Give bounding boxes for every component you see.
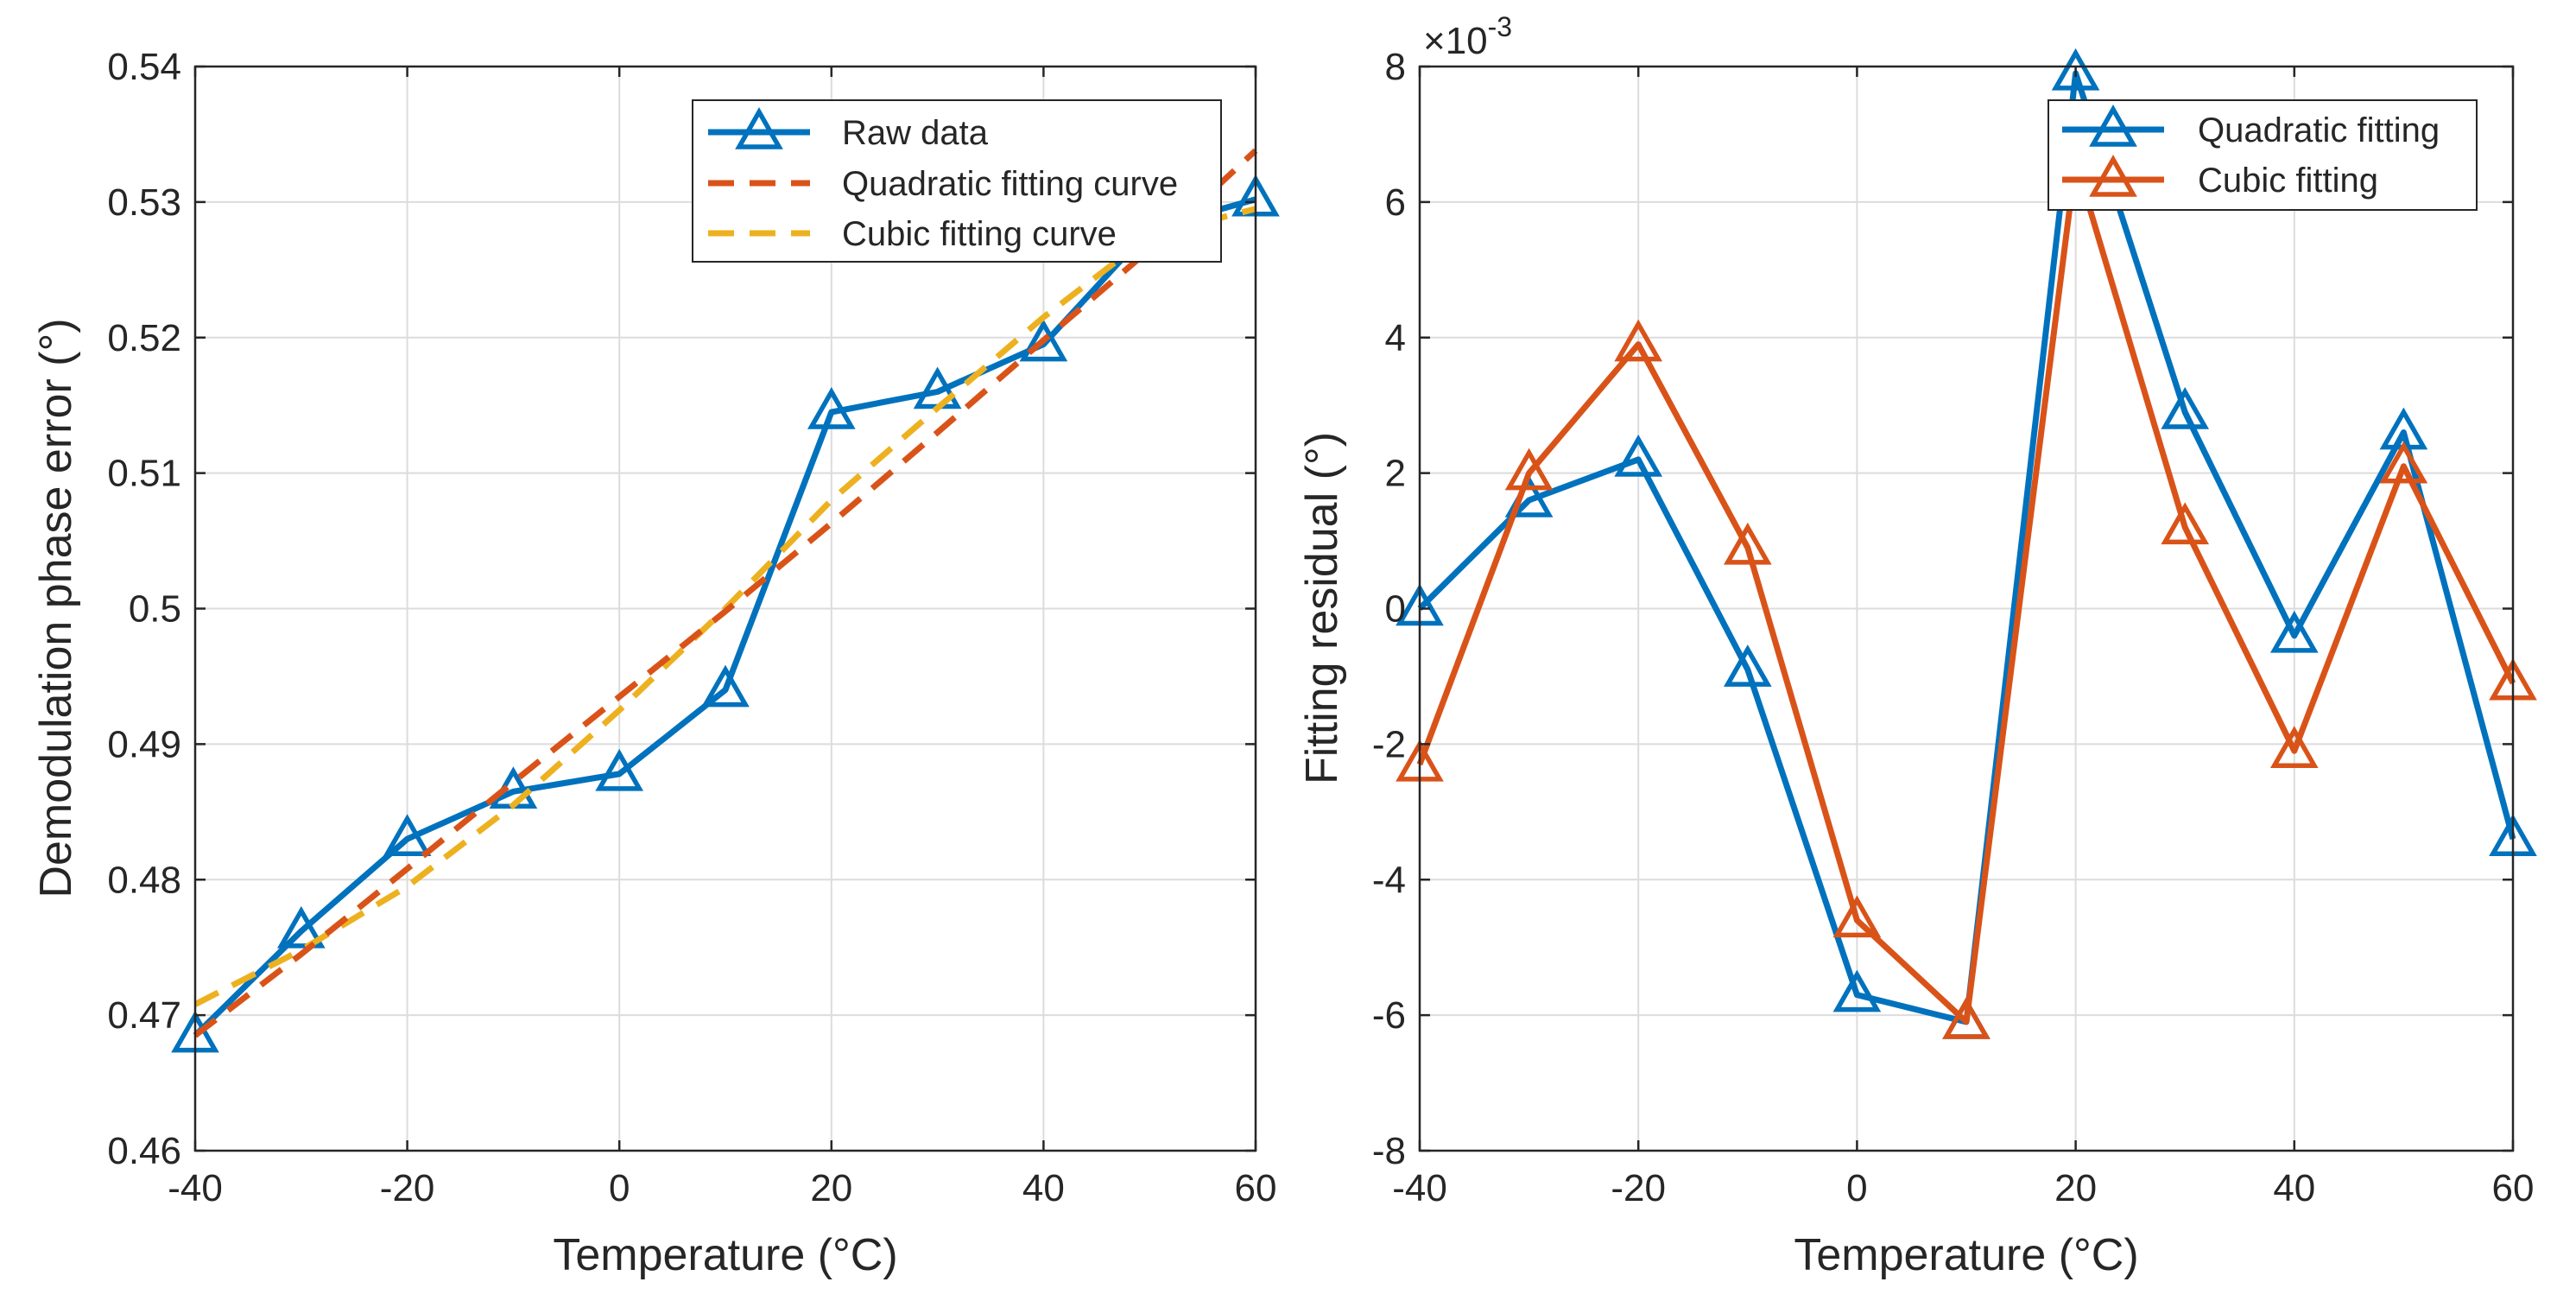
- data-point-raw-data: [807, 387, 856, 429]
- left-x-axis-label: Temperature (°C): [553, 1230, 897, 1280]
- legend-entry-cubic-curve: Cubic fitting curve: [708, 215, 1117, 253]
- right-axes-box: [1418, 65, 2515, 1152]
- right-y-tick-label: 2: [1385, 453, 1406, 495]
- left-y-tick-label: 0.46: [107, 1130, 181, 1172]
- legend-entry-quadratic-curve: Quadratic fitting curve: [708, 165, 1178, 203]
- legend-raw-data-marker: [735, 107, 783, 149]
- left-ticks: -40 -20 0 20 40 60 0.46 0.47 0.48 0.49 0.5 0.51 0.52…: [107, 46, 1276, 1209]
- data-point-raw-data: [276, 905, 326, 949]
- right-y-tick-label: -8: [1372, 1130, 1406, 1172]
- legend-quadratic-curve-label: Quadratic fitting curve: [842, 165, 1178, 203]
- left-chart-panel: -40 -20 0 20 40 60 0.46 0.47 0.48 0.49 0.5 0.51 0.52…: [31, 46, 1280, 1280]
- left-y-tick-label: 0.48: [107, 859, 181, 901]
- right-legend: Quadratic fitting Cubic fitting: [2048, 99, 2478, 211]
- right-x-tick-label: 20: [2054, 1167, 2097, 1209]
- right-x-tick-label: 0: [1846, 1167, 1867, 1209]
- right-x-tick-label: -20: [1611, 1167, 1666, 1209]
- data-point-raw-data: [1019, 319, 1068, 362]
- right-x-tick-label: 60: [2492, 1167, 2535, 1209]
- right-x-tick-label: 40: [2273, 1167, 2315, 1209]
- right-y-axis-label: Fitting residual (°): [1297, 432, 1347, 784]
- data-point-cubic-fitting: [1832, 895, 1882, 938]
- left-y-tick-label: 0.49: [107, 723, 181, 765]
- legend-entry-raw-data: Raw data: [708, 107, 989, 152]
- series-line-cubic-fitting: [1416, 158, 2516, 1025]
- data-point-quadratic-fitting: [1723, 644, 1772, 687]
- left-y-tick-label: 0.47: [107, 994, 181, 1037]
- data-point-quadratic-fitting: [2051, 48, 2100, 91]
- data-point-cubic-fitting: [2379, 441, 2428, 484]
- data-point-cubic-fitting: [1723, 522, 1772, 565]
- right-y-tick-label: -6: [1372, 994, 1406, 1037]
- right-y-multiplier-base: ×10: [1423, 20, 1488, 62]
- data-point-quadratic-fitting: [2161, 387, 2210, 429]
- data-point-cubic-fitting: [1942, 996, 1991, 1039]
- left-x-tick-label: 40: [1022, 1167, 1065, 1209]
- left-x-tick-label: -20: [380, 1167, 435, 1209]
- legend-entry-cubic-fitting: Cubic fitting: [2062, 155, 2378, 200]
- data-point-raw-data: [595, 748, 644, 791]
- right-y-tick-label: 0: [1385, 588, 1406, 631]
- left-y-tick-label: 0.5: [129, 588, 181, 631]
- data-point-raw-data: [701, 664, 750, 708]
- legend-cubic-fitting-label: Cubic fitting: [2198, 162, 2378, 200]
- legend-cubic-fitting-marker: [2089, 155, 2137, 197]
- right-x-tick-label: -40: [1392, 1167, 1447, 1209]
- left-x-tick-label: 20: [810, 1167, 852, 1209]
- data-point-cubic-fitting: [1504, 447, 1554, 491]
- left-x-tick-label: 60: [1235, 1167, 1277, 1209]
- left-series-group: [171, 148, 1280, 1053]
- data-point-cubic-fitting: [1614, 319, 1663, 362]
- left-x-tick-label: -40: [168, 1167, 223, 1209]
- left-y-tick-label: 0.53: [107, 181, 181, 224]
- data-point-quadratic-fitting: [1614, 434, 1663, 477]
- legend-quadratic-fitting-label: Quadratic fitting: [2198, 111, 2440, 149]
- legend-quadratic-fitting-marker: [2089, 105, 2137, 147]
- right-y-multiplier: ×10-3: [1423, 11, 1512, 62]
- right-y-multiplier-exponent: -3: [1488, 11, 1512, 42]
- right-y-tick-label: 4: [1385, 317, 1406, 359]
- data-point-raw-data: [383, 814, 432, 856]
- data-point-cubic-fitting: [2269, 726, 2319, 768]
- legend-cubic-curve-label: Cubic fitting curve: [842, 215, 1117, 253]
- left-y-tick-label: 0.54: [107, 46, 181, 88]
- left-y-tick-label: 0.51: [107, 453, 181, 495]
- right-y-tick-label: 8: [1385, 46, 1406, 88]
- right-y-tick-label: -2: [1372, 723, 1406, 765]
- left-y-axis-label: Demodulation phase error (°): [31, 318, 81, 898]
- right-y-tick-label: 6: [1385, 181, 1406, 224]
- left-axes-box: [193, 65, 1257, 1152]
- left-legend: Raw data Quadratic fitting curve Cubic f…: [692, 99, 1222, 263]
- left-x-tick-label: 0: [609, 1167, 630, 1209]
- series-line-raw-data: [193, 196, 1256, 1038]
- legend-raw-data-label: Raw data: [842, 114, 989, 152]
- legend-entry-quadratic-fitting: Quadratic fitting: [2062, 105, 2440, 149]
- series-line-quadratic-fitting-curve: [193, 148, 1258, 1038]
- right-y-tick-label: -4: [1372, 859, 1406, 901]
- data-point-cubic-fitting: [2161, 502, 2210, 545]
- left-y-tick-label: 0.52: [107, 317, 181, 359]
- right-x-axis-label: Temperature (°C): [1794, 1230, 2138, 1280]
- left-legend-box: [692, 99, 1222, 263]
- data-point-quadratic-fitting: [1832, 969, 1882, 1012]
- data-point-quadratic-fitting: [2269, 610, 2319, 653]
